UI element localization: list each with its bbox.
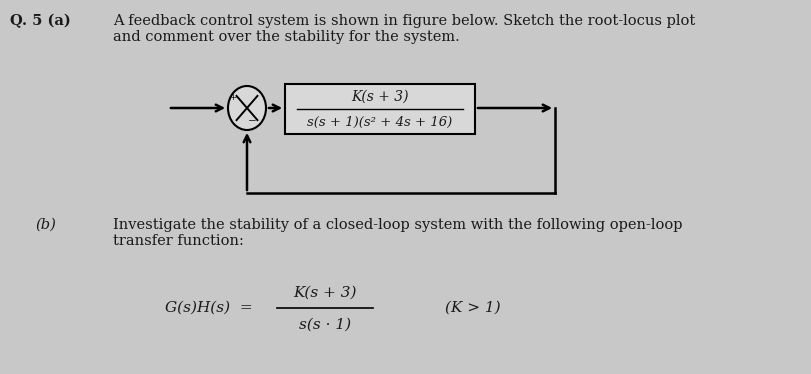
Text: s(s · 1): s(s · 1) bbox=[299, 318, 351, 332]
Text: (b): (b) bbox=[35, 218, 56, 232]
Text: +: + bbox=[229, 92, 237, 101]
Text: K(s + 3): K(s + 3) bbox=[294, 286, 357, 300]
Text: K(s + 3): K(s + 3) bbox=[351, 90, 409, 104]
Bar bbox=[285, 84, 475, 134]
Text: and comment over the stability for the system.: and comment over the stability for the s… bbox=[113, 30, 460, 44]
Text: (K > 1): (K > 1) bbox=[445, 301, 500, 315]
Text: Q. 5 (a): Q. 5 (a) bbox=[10, 14, 71, 28]
Text: transfer function:: transfer function: bbox=[113, 234, 244, 248]
Text: G(s)H(s)  =: G(s)H(s) = bbox=[165, 301, 252, 315]
Text: A feedback control system is shown in figure below. Sketch the root-locus plot: A feedback control system is shown in fi… bbox=[113, 14, 695, 28]
Text: s(s + 1)(s² + 4s + 16): s(s + 1)(s² + 4s + 16) bbox=[307, 116, 453, 129]
Text: Investigate the stability of a closed-loop system with the following open-loop: Investigate the stability of a closed-lo… bbox=[113, 218, 683, 232]
Ellipse shape bbox=[228, 86, 266, 130]
Text: −: − bbox=[248, 117, 257, 126]
